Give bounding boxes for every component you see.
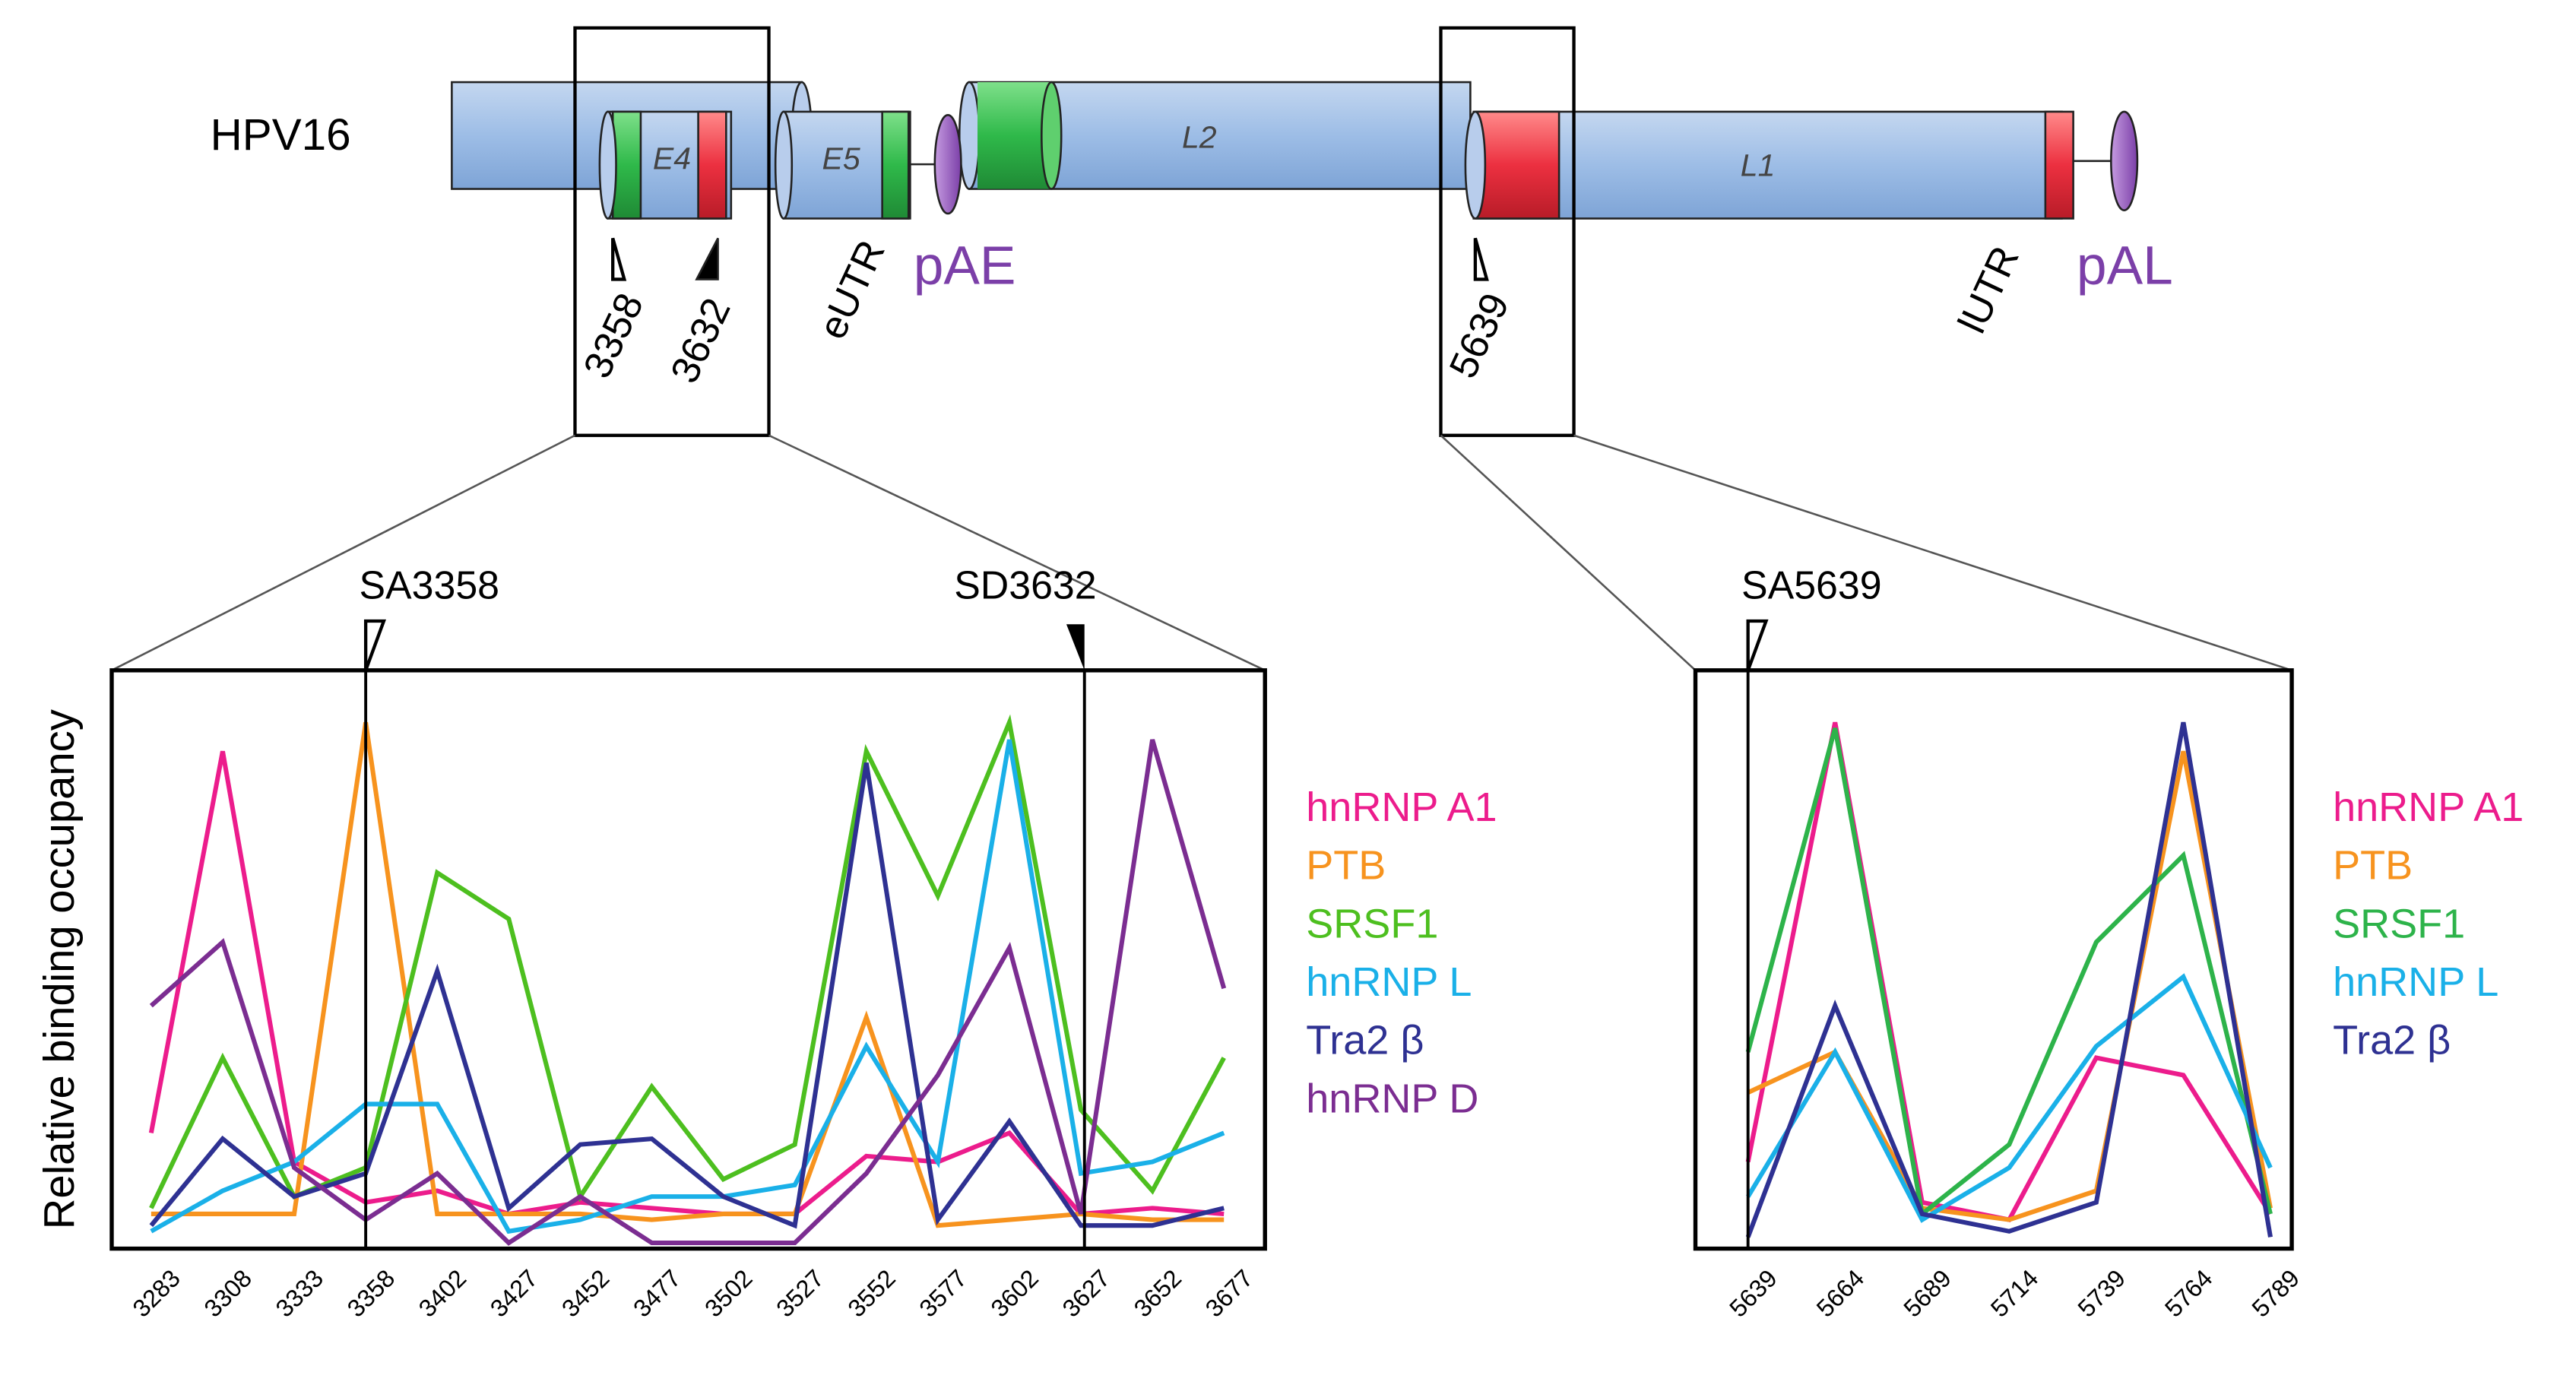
polya-oval — [933, 113, 962, 215]
site-label: 3632 — [662, 291, 739, 389]
zoom-line — [768, 434, 1266, 671]
x-tick-label: 5664 — [1811, 1264, 1869, 1322]
series-line — [149, 714, 1226, 1209]
genome-label: HPV16 — [211, 110, 351, 160]
exon-label: L2 — [1182, 120, 1217, 155]
site-triangle-filled — [695, 237, 719, 280]
x-tick-label: 3452 — [556, 1264, 614, 1322]
legend-label: PTB — [1306, 843, 1386, 889]
x-tick-label: 3402 — [413, 1264, 471, 1322]
site-triangle-open — [1473, 237, 1489, 281]
zoom-box — [1439, 26, 1576, 437]
zoom-line — [111, 434, 576, 671]
x-tick-label: 3577 — [914, 1264, 972, 1322]
utr-label: eUTR — [810, 233, 893, 345]
annotation: SA3358 — [359, 563, 499, 607]
polya-oval — [2110, 110, 2139, 211]
site-label: 5639 — [1440, 287, 1517, 385]
utr-label: lUTR — [1949, 239, 2026, 340]
legend-label: PTB — [2333, 843, 2413, 889]
exon-label: L1 — [1741, 147, 1776, 182]
polya-label: pAE — [914, 235, 1016, 296]
exon-band — [2044, 110, 2074, 220]
x-tick-label: 3502 — [699, 1264, 757, 1322]
x-tick-label: 3602 — [986, 1264, 1044, 1322]
legend-label: hnRNP L — [2333, 959, 2498, 1005]
x-tick-label: 3677 — [1200, 1264, 1258, 1322]
series-line — [1747, 750, 2273, 1222]
legend-label: hnRNP L — [1306, 959, 1472, 1005]
exon-band — [1475, 110, 1560, 220]
exon-band — [611, 110, 642, 220]
site-triangle-open — [363, 619, 386, 671]
site-triangle-open — [611, 237, 627, 281]
x-tick-label: 5764 — [2159, 1264, 2217, 1322]
legend-label: hnRNP A1 — [1306, 784, 1497, 830]
x-tick-label: 5789 — [2247, 1264, 2305, 1322]
series-line — [149, 762, 1225, 1229]
series-line — [1745, 721, 2273, 1238]
x-tick-label: 3427 — [485, 1264, 543, 1322]
x-tick-label: 3552 — [842, 1264, 900, 1322]
x-tick-label: 3527 — [771, 1264, 829, 1322]
site-label: 3358 — [575, 287, 651, 385]
site-triangle-open — [1746, 619, 1769, 671]
series-line — [1746, 973, 2273, 1223]
exon-band — [977, 82, 1052, 189]
zoom-line — [1440, 434, 1697, 671]
exon-band — [697, 110, 727, 220]
annotation: SD3632 — [954, 563, 1096, 607]
cylinder-end — [1041, 81, 1063, 190]
x-tick-label: 3627 — [1057, 1264, 1115, 1322]
legend-label: Tra2 β — [1306, 1018, 1424, 1063]
legend-label: hnRNP D — [1306, 1076, 1478, 1121]
x-tick-label: 5714 — [1985, 1264, 2043, 1322]
x-tick-label: 3308 — [199, 1264, 257, 1322]
x-tick-label: 5689 — [1898, 1264, 1956, 1322]
x-tick-label: 3333 — [271, 1264, 328, 1322]
x-tick-label: 3358 — [342, 1264, 400, 1322]
cylinder-end — [774, 110, 794, 220]
cylinder-end — [958, 81, 981, 190]
cylinder — [1472, 110, 2063, 220]
legend-label: SRSF1 — [2333, 901, 2465, 946]
y-axis-label: Relative binding occupancy — [35, 709, 83, 1229]
legend-label: SRSF1 — [1306, 901, 1438, 946]
x-tick-label: 3283 — [128, 1264, 185, 1322]
annotation: SA5639 — [1741, 563, 1882, 607]
series-line — [149, 739, 1227, 1246]
x-tick-label: 5739 — [2073, 1264, 2131, 1322]
x-tick-label: 3652 — [1129, 1264, 1187, 1322]
legend-label: Tra2 β — [2333, 1018, 2451, 1063]
series-line — [151, 721, 1225, 1228]
series-line — [150, 739, 1225, 1234]
plot-frame — [109, 668, 1267, 1251]
cylinder-end — [598, 110, 617, 220]
zoom-box — [573, 26, 771, 437]
cylinder-end — [1464, 110, 1487, 220]
series-line — [1745, 727, 2273, 1219]
x-tick-label: 5639 — [1724, 1264, 1782, 1322]
x-tick-label: 3477 — [628, 1264, 686, 1322]
exon-band — [881, 110, 910, 220]
zoom-line — [1573, 434, 2292, 672]
plot-frame — [1693, 668, 2294, 1251]
site-triangle-filled — [1066, 624, 1085, 670]
exon-label: E5 — [822, 141, 860, 176]
legend-label: hnRNP A1 — [2333, 784, 2524, 830]
polya-label: pAL — [2077, 235, 2173, 296]
exon-label: E4 — [653, 141, 691, 176]
